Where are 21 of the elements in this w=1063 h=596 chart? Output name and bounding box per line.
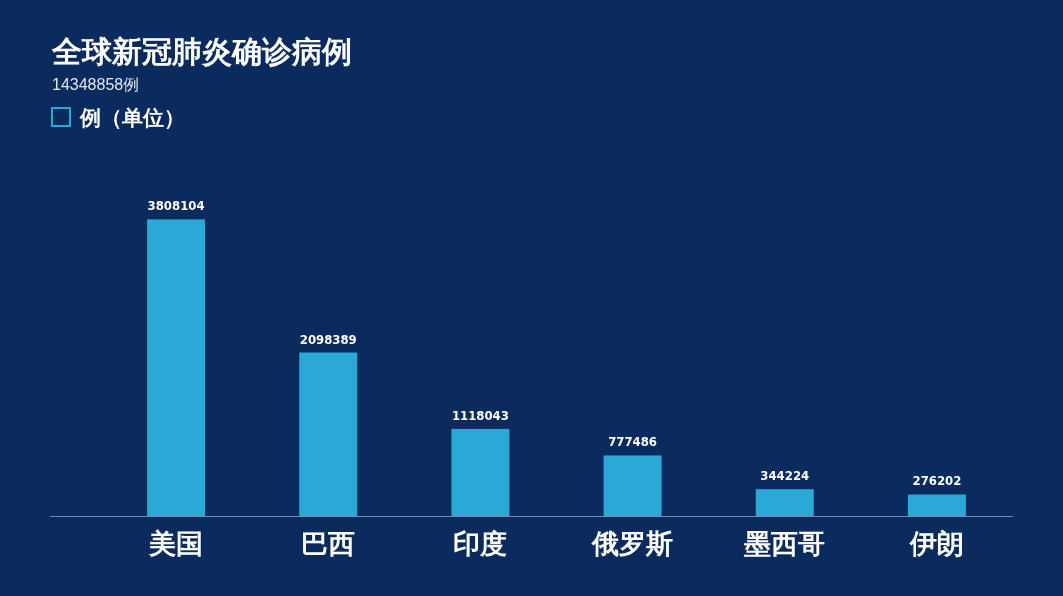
bar [603,455,662,516]
x-tick-label: 伊朗 [908,528,964,559]
bar [299,352,358,516]
data-label: 777486 [608,434,657,450]
x-tick-label: 印度 [453,528,508,559]
chart-subtitle: 14348858例 [52,76,140,93]
x-tick-label: 巴西 [301,528,356,559]
bar [451,428,510,516]
x-tick-label: 美国 [148,528,204,559]
x-tick-label: 俄罗斯 [591,528,674,559]
bar [907,494,966,516]
data-label: 276202 [912,473,962,489]
data-label: 1118043 [451,407,509,423]
bar [147,219,206,516]
data-label: 2098389 [299,331,357,347]
bar [755,489,814,516]
data-label: 3808104 [147,198,205,214]
legend-label: 例（单位） [79,106,185,129]
x-tick-label: 墨西哥 [743,528,826,559]
data-label: 344224 [760,468,810,484]
chart-title: 全球新冠肺炎确诊病例 [51,35,352,68]
